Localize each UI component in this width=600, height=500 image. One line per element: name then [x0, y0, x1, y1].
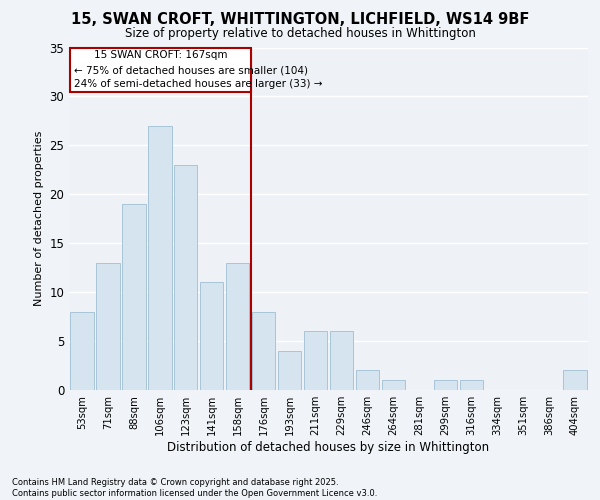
Y-axis label: Number of detached properties: Number of detached properties: [34, 131, 44, 306]
X-axis label: Distribution of detached houses by size in Whittington: Distribution of detached houses by size …: [167, 441, 490, 454]
Bar: [304, 332, 327, 390]
Text: ← 75% of detached houses are smaller (104): ← 75% of detached houses are smaller (10…: [74, 65, 308, 75]
Bar: [148, 126, 172, 390]
Text: Contains HM Land Registry data © Crown copyright and database right 2025.
Contai: Contains HM Land Registry data © Crown c…: [12, 478, 377, 498]
Bar: [330, 332, 353, 390]
Bar: [356, 370, 379, 390]
Bar: [122, 204, 146, 390]
Bar: [96, 263, 119, 390]
Bar: [70, 312, 94, 390]
FancyBboxPatch shape: [70, 48, 251, 92]
Text: Size of property relative to detached houses in Whittington: Size of property relative to detached ho…: [125, 28, 475, 40]
Text: 15 SWAN CROFT: 167sqm: 15 SWAN CROFT: 167sqm: [94, 50, 227, 60]
Bar: [278, 351, 301, 390]
Bar: [563, 370, 587, 390]
Bar: [434, 380, 457, 390]
Bar: [200, 282, 223, 390]
Bar: [382, 380, 405, 390]
Text: 15, SWAN CROFT, WHITTINGTON, LICHFIELD, WS14 9BF: 15, SWAN CROFT, WHITTINGTON, LICHFIELD, …: [71, 12, 529, 28]
Bar: [226, 263, 250, 390]
Bar: [252, 312, 275, 390]
Bar: [460, 380, 483, 390]
Bar: [174, 165, 197, 390]
Text: 24% of semi-detached houses are larger (33) →: 24% of semi-detached houses are larger (…: [74, 79, 323, 89]
